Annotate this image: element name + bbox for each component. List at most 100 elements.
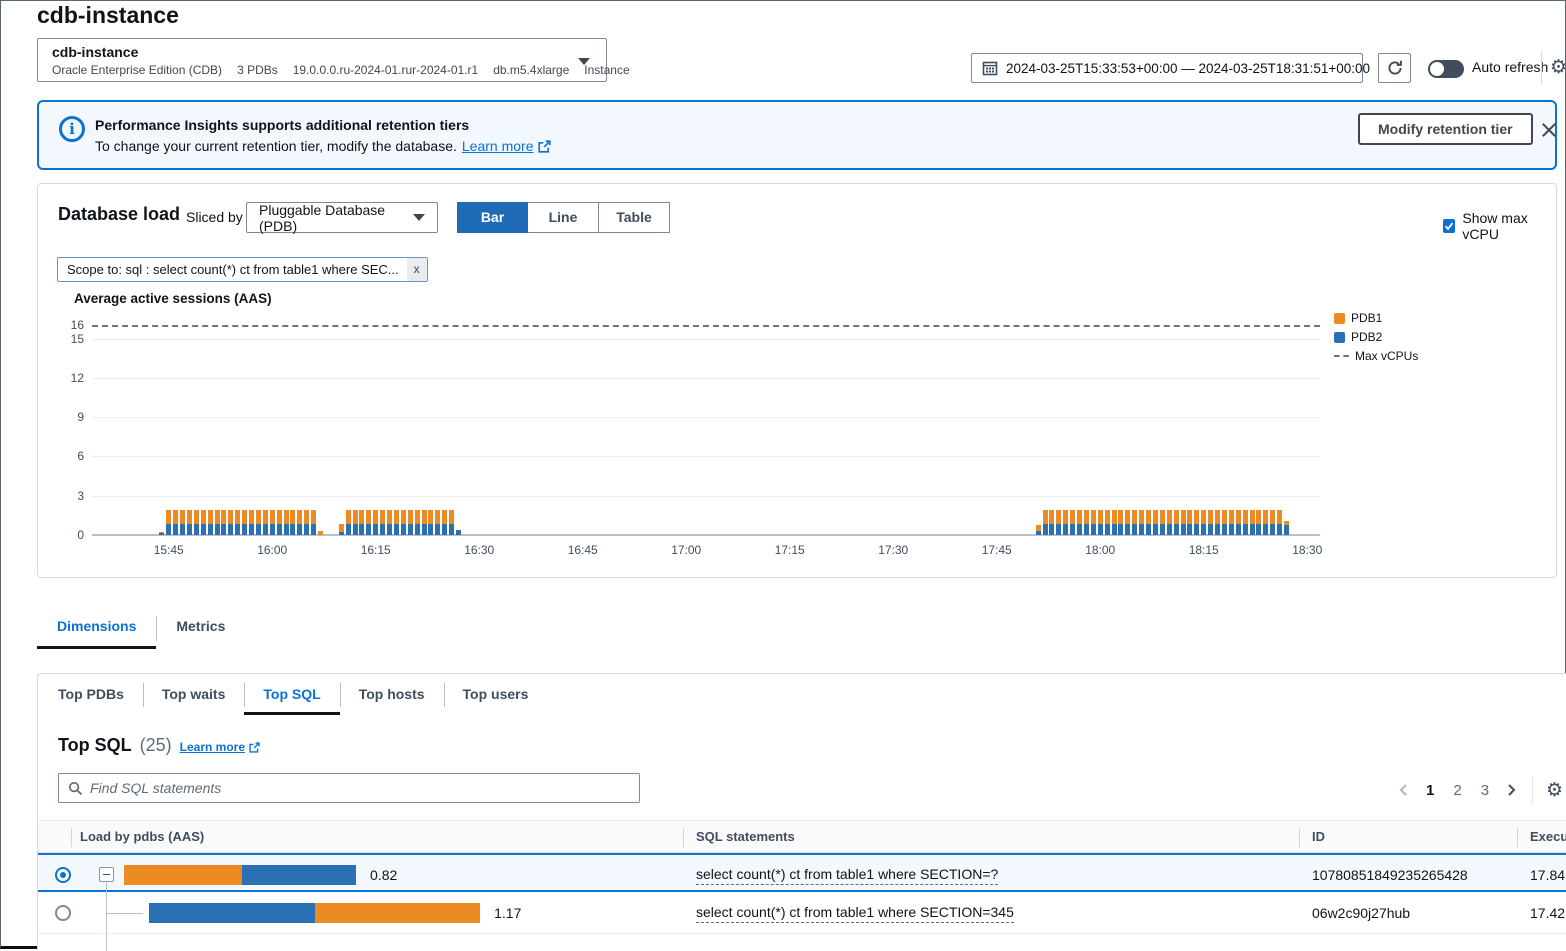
- next-page-icon[interactable]: [1503, 782, 1519, 798]
- view-mode-bar-button[interactable]: Bar: [457, 202, 528, 233]
- bar-segment-pdb2: [207, 523, 213, 535]
- bar-segment-pdb1: [380, 510, 386, 524]
- show-max-vcpu-label: Show max vCPU: [1462, 210, 1528, 242]
- bar-segment-pdb2: [180, 523, 185, 535]
- view-mode-table-button[interactable]: Table: [599, 202, 670, 233]
- modify-retention-tier-button[interactable]: Modify retention tier: [1358, 113, 1533, 145]
- tab-dimensions[interactable]: Dimensions: [37, 609, 157, 649]
- view-mode-line-button[interactable]: Line: [528, 202, 599, 233]
- x-tick-label: 15:45: [153, 543, 184, 557]
- page-title: cdb-instance: [37, 2, 179, 28]
- bar-segment-pdb1: [345, 510, 351, 524]
- bar-segment-pdb1: [414, 510, 420, 524]
- bar-segment-pdb1: [373, 510, 379, 524]
- row-radio[interactable]: [55, 904, 71, 921]
- bar-segment-pdb1: [400, 510, 406, 524]
- tab-metrics[interactable]: Metrics: [156, 609, 245, 649]
- x-tick-label: 18:15: [1188, 543, 1219, 557]
- bar-segment-pdb2: [1118, 523, 1124, 535]
- y-tick-label: 6: [77, 449, 84, 464]
- sql-statement-link[interactable]: select count(*) ct from table1 where SEC…: [696, 903, 1014, 923]
- tab-top-pdbs[interactable]: Top PDBs: [58, 686, 124, 702]
- collapse-row-icon[interactable]: [99, 866, 114, 882]
- settings-gear-icon[interactable]: ⚙: [1550, 56, 1566, 78]
- bar-segment-pdb2: [400, 523, 406, 535]
- x-tick-label: 16:15: [360, 543, 391, 557]
- bar-segment-pdb1: [1159, 510, 1165, 524]
- bar-segment-pdb1: [442, 510, 448, 524]
- database-load-title: Database load: [58, 204, 181, 224]
- bar-segment-pdb1: [1249, 510, 1255, 524]
- bar-segment-pdb1: [1173, 510, 1179, 524]
- dimension-tabs: Top PDBs Top waits Top SQL Top hosts Top use…: [38, 674, 1566, 715]
- bar-segment-pdb1: [1118, 510, 1124, 524]
- bar-segment-pdb2: [1077, 523, 1083, 535]
- sql-row[interactable]: 0.82 select count(*) ct from table1 where…: [38, 853, 1566, 892]
- x-tick-label: 18:00: [1085, 543, 1116, 557]
- bar-segment-pdb2: [193, 523, 199, 535]
- tab-top-users[interactable]: Top users: [443, 674, 548, 715]
- bar-segment-pdb1: [1146, 510, 1152, 524]
- tab-top-waits[interactable]: Top waits: [142, 674, 245, 715]
- scope-filter-tag: Scope to: sql : select count(*) ct from …: [57, 257, 428, 282]
- auto-refresh-toggle[interactable]: [1428, 60, 1464, 78]
- instance-selector[interactable]: cdb-instance Oracle Enterprise Edition (…: [37, 38, 630, 82]
- x-tick-label: 17:00: [671, 543, 702, 557]
- tab-top-sql[interactable]: Top SQL: [244, 674, 340, 715]
- page-2[interactable]: 2: [1453, 781, 1462, 799]
- tab-top-hosts[interactable]: Top hosts: [339, 674, 444, 715]
- bar-segment-pdb2: [1070, 523, 1076, 535]
- search-input[interactable]: [90, 780, 630, 796]
- bar-segment-pdb1: [366, 510, 372, 524]
- instance-detail: 3 PDBs: [237, 63, 278, 77]
- previous-page-icon[interactable]: [1396, 782, 1412, 798]
- bar-segment-pdb1: [186, 510, 192, 524]
- bar-segment-pdb1: [359, 510, 365, 524]
- main-tabs: Dimensions Metrics: [37, 609, 245, 649]
- bar-segment-pdb2: [407, 523, 413, 535]
- page-1[interactable]: 1: [1426, 781, 1435, 799]
- show-max-vcpu-checkbox[interactable]: Show max vCPU: [1443, 210, 1556, 242]
- bar-segment-pdb1: [1277, 510, 1283, 524]
- scope-filter-remove-icon[interactable]: x: [406, 258, 427, 281]
- toggle-knob: [1430, 62, 1444, 76]
- gridline: [92, 377, 1320, 379]
- bar-segment-pdb2: [1187, 523, 1193, 535]
- bar-segment-pdb1: [304, 510, 310, 524]
- banner-close-icon[interactable]: [1540, 121, 1558, 139]
- banner-title: Performance Insights supports additional…: [95, 117, 470, 133]
- time-range-picker[interactable]: 2024-03-25T15:33:53+00:00 — 2024-03-25T1…: [971, 53, 1370, 83]
- bar-segment-pdb2: [1132, 523, 1138, 535]
- x-tick-label: 17:30: [878, 543, 909, 557]
- sql-statement-link[interactable]: select count(*) ct from table1 where SEC…: [696, 865, 999, 885]
- column-header-load: Load by pdbs (AAS): [80, 829, 205, 844]
- bar-segment-pdb1: [193, 510, 199, 524]
- bar-segment-pdb2: [414, 523, 420, 535]
- aas-chart-plot[interactable]: [92, 315, 1320, 536]
- column-divider: [683, 828, 684, 847]
- bar-segment-pdb2: [1201, 523, 1207, 535]
- slice-dropdown-value: Pluggable Database (PDB): [259, 201, 386, 234]
- top-sql-learn-more-link[interactable]: Learn more: [179, 740, 246, 754]
- legend-swatch: [1334, 331, 1345, 343]
- bar-segment-pdb2: [1242, 523, 1248, 535]
- bar-segment-pdb2: [221, 523, 227, 535]
- bar-segment-pdb2: [1104, 523, 1110, 535]
- bar-segment-pdb2: [262, 523, 268, 535]
- header-divider: [1541, 51, 1542, 84]
- slice-dropdown[interactable]: Pluggable Database (PDB): [246, 201, 438, 234]
- page-3[interactable]: 3: [1480, 781, 1490, 799]
- bar-segment-pdb2: [1083, 523, 1089, 535]
- column-divider: [1299, 828, 1300, 847]
- sql-row[interactable]: 1.17 select count(*) ct from table1 where…: [38, 892, 1566, 933]
- bar-segment-pdb2: [228, 523, 234, 535]
- bar-segment-pdb1: [1049, 510, 1055, 524]
- table-preferences-gear-icon[interactable]: ⚙: [1546, 778, 1564, 801]
- bar-segment-pdb2: [249, 523, 254, 535]
- y-tick-label: 0: [77, 528, 84, 542]
- row-radio-selected[interactable]: [55, 866, 71, 883]
- refresh-button[interactable]: [1378, 53, 1411, 83]
- banner-learn-more-link[interactable]: Learn more: [461, 138, 534, 154]
- bar-segment-pdb2: [1215, 523, 1221, 535]
- y-tick-label: 16: [70, 318, 84, 333]
